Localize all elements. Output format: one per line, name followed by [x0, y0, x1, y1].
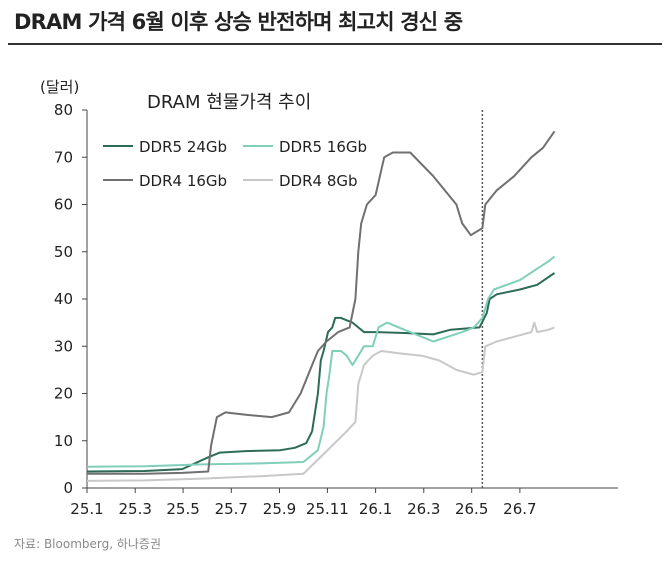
y-axis-label: (달러) — [40, 78, 79, 96]
series-line-ddr5-16gb — [86, 255, 556, 468]
y-tick-label: 30 — [54, 337, 73, 355]
title-divider — [8, 43, 662, 45]
x-tick-label: 26.7 — [503, 500, 536, 518]
legend-label: DDR4 16Gb — [139, 172, 227, 190]
x-tick-label: 25.3 — [118, 500, 151, 518]
y-tick-label: 80 — [54, 101, 73, 119]
series-line-ddr4-8gb — [86, 321, 555, 482]
series-line-ddr4-16gb — [87, 130, 556, 475]
y-tick-label: 10 — [54, 432, 73, 450]
source-note: 자료: Bloomberg, 하나증권 — [14, 537, 162, 551]
legend-label: DDR5 16Gb — [279, 138, 367, 156]
x-tick-label: 26.1 — [359, 500, 392, 518]
page-title: DRAM 가격 6월 이후 상승 반전하며 최고치 경신 중 — [14, 10, 463, 34]
y-tick-label: 70 — [54, 148, 73, 166]
x-tick-label: 25.1 — [70, 500, 103, 518]
x-tick-label: 25.7 — [215, 500, 248, 518]
y-tick-label: 50 — [54, 243, 73, 261]
x-tick-label: 26.5 — [455, 500, 488, 518]
legend-label: DDR4 8Gb — [279, 172, 358, 190]
x-tick-label: 26.3 — [407, 500, 440, 518]
y-tick-label: 40 — [54, 290, 73, 308]
y-tick-label: 0 — [63, 479, 73, 497]
x-tick-label: 25.11 — [306, 500, 349, 518]
series-line-ddr5-24gb — [86, 272, 556, 473]
legend-label: DDR5 24Gb — [139, 138, 227, 156]
y-tick-label: 60 — [54, 196, 73, 214]
chart-title: DRAM 현물가격 추이 — [147, 92, 311, 113]
x-tick-label: 25.5 — [166, 500, 199, 518]
x-tick-label: 25.9 — [263, 500, 296, 518]
y-tick-label: 20 — [54, 385, 73, 403]
